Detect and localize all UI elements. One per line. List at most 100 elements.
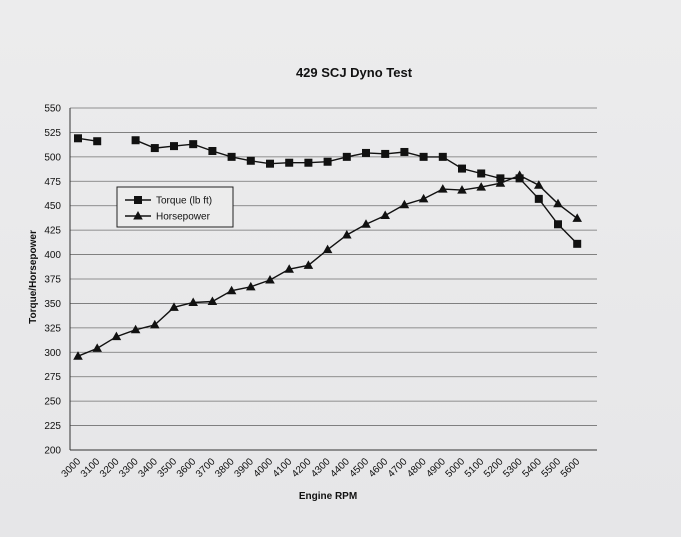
data-point: [188, 297, 198, 306]
x-tick-label: 5300: [501, 456, 525, 480]
x-tick-label: 4900: [424, 456, 448, 480]
y-tick-label: 225: [44, 421, 61, 432]
x-tick-label: 3800: [213, 456, 237, 480]
data-point: [380, 210, 390, 219]
y-tick-label: 500: [44, 152, 61, 163]
x-tick-label: 4100: [271, 456, 295, 480]
data-point: [285, 158, 294, 167]
x-tick-label: 3100: [79, 456, 103, 480]
data-point: [400, 147, 409, 156]
data-point: [554, 220, 562, 229]
data-point: [169, 302, 179, 311]
x-tick-label: 4600: [367, 456, 391, 480]
x-tick-label: 4000: [252, 456, 276, 480]
x-tick-label: 3200: [98, 456, 122, 480]
data-point: [130, 324, 141, 334]
x-tick-label: 5500: [540, 456, 564, 480]
data-point: [92, 343, 102, 352]
legend-label: Horsepower: [156, 212, 211, 223]
y-tick-label: 200: [44, 446, 61, 457]
x-axis-title: Engine RPM: [299, 491, 357, 502]
legend-label: Torque (lb ft): [156, 196, 212, 207]
x-tick-labels: 3000310032003300340035003600370038003900…: [60, 456, 583, 480]
data-point: [227, 152, 236, 161]
x-tick-label: 5400: [520, 456, 544, 480]
x-tick-label: 5000: [444, 456, 468, 480]
legend-box: [116, 186, 234, 228]
y-tick-label: 550: [44, 104, 61, 115]
data-point: [208, 146, 217, 155]
y-tick-label: 400: [44, 250, 61, 261]
y-tick-label: 450: [44, 201, 61, 212]
legend-entry: Horsepower: [125, 211, 211, 223]
x-tick-label: 3600: [175, 456, 199, 480]
y-tick-label: 425: [44, 226, 61, 237]
y-axis-title: Torque/Horsepower: [28, 230, 39, 324]
y-tick-label: 250: [44, 397, 61, 408]
y-tick-labels: 200 225 250 275 300 325 350 375 400 425 450 475 500 5…: [44, 104, 61, 457]
x-tick-label: 3000: [60, 456, 84, 480]
data-point: [150, 144, 159, 153]
data-point: [381, 149, 390, 158]
data-point: [189, 140, 198, 149]
data-point: [304, 158, 313, 167]
data-point: [323, 157, 332, 166]
data-point: [477, 169, 486, 178]
data-point: [438, 184, 448, 193]
data-point: [495, 178, 506, 187]
x-tick-label: 5100: [463, 456, 487, 480]
x-tick-label: 4500: [348, 456, 372, 480]
data-point: [74, 134, 82, 143]
x-tick-label: 3500: [156, 456, 180, 480]
y-tick-label: 300: [44, 348, 61, 359]
data-point: [284, 264, 294, 273]
gridlines: [69, 107, 597, 451]
legend-marker: [134, 196, 142, 204]
data-point: [266, 159, 274, 168]
series-horsepower: [73, 170, 582, 360]
x-tick-label: 3400: [136, 456, 160, 480]
data-point: [476, 182, 486, 191]
y-tick-label: 525: [44, 128, 61, 139]
legend-entry: Torque (lb ft): [125, 196, 212, 207]
data-point: [534, 194, 543, 203]
x-tick-label: 3300: [117, 456, 141, 480]
y-tick-label: 325: [44, 323, 61, 334]
x-tick-label: 4700: [386, 456, 410, 480]
x-tick-label: 4300: [309, 456, 333, 480]
data-point: [150, 319, 160, 329]
data-point: [170, 142, 178, 151]
data-point: [534, 180, 544, 189]
data-point: [207, 296, 218, 305]
legend: Torque (lb ft) Horsepower: [116, 186, 234, 228]
data-point: [342, 152, 351, 161]
data-point: [438, 152, 447, 161]
data-point: [553, 198, 563, 208]
data-point: [111, 331, 122, 341]
y-tick-label: 275: [44, 372, 61, 383]
y-tick-label: 350: [44, 299, 61, 310]
data-point: [226, 285, 237, 295]
x-tick-label: 4400: [328, 456, 352, 480]
data-point: [322, 244, 333, 254]
x-tick-label: 3700: [194, 456, 218, 480]
data-point: [399, 199, 410, 209]
data-point: [246, 156, 255, 165]
chart-title: 429 SCJ Dyno Test: [296, 65, 413, 80]
legend-marker: [133, 211, 143, 220]
x-tick-label: 5200: [482, 456, 506, 480]
data-point: [572, 213, 582, 222]
series-layer: [73, 134, 582, 360]
data-point: [131, 136, 140, 145]
data-point: [246, 281, 256, 291]
data-point: [73, 351, 83, 360]
data-point: [303, 260, 314, 269]
data-point: [457, 185, 467, 194]
data-point: [361, 219, 371, 228]
data-point: [342, 230, 352, 239]
y-tick-label: 475: [44, 177, 61, 188]
x-tick-label: 3900: [232, 456, 256, 480]
data-point: [362, 148, 370, 157]
x-tick-label: 5600: [559, 456, 583, 480]
